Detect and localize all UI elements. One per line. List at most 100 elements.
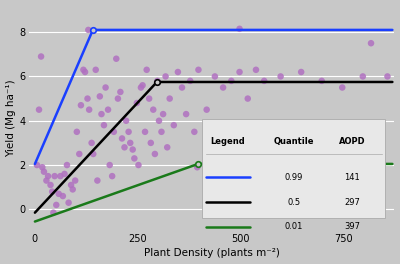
Point — [36, 107, 42, 112]
Point — [52, 174, 58, 178]
Point — [194, 165, 200, 169]
Point — [195, 68, 202, 72]
Point — [364, 161, 370, 165]
Point — [84, 96, 91, 101]
Point — [60, 194, 66, 198]
Text: Quantile: Quantile — [274, 137, 314, 146]
Text: 0.01: 0.01 — [285, 223, 303, 232]
Point — [144, 68, 150, 72]
Point — [56, 192, 62, 196]
Point — [134, 101, 140, 105]
Point — [138, 85, 144, 89]
Point — [135, 163, 142, 167]
Point — [61, 172, 68, 176]
Point — [66, 201, 72, 205]
Point — [368, 41, 374, 45]
Point — [90, 152, 96, 156]
Text: AOPD: AOPD — [339, 137, 366, 146]
Point — [85, 28, 92, 32]
Point — [121, 145, 128, 149]
Point — [154, 79, 160, 83]
Point — [187, 79, 194, 83]
Point — [204, 107, 210, 112]
Point — [78, 103, 84, 107]
Point — [47, 183, 54, 187]
Point — [101, 123, 107, 127]
Point — [76, 152, 82, 156]
Point — [106, 163, 113, 167]
Point — [220, 85, 226, 89]
Point — [98, 112, 105, 116]
Point — [286, 161, 292, 165]
Point — [244, 96, 251, 101]
Point — [102, 85, 109, 89]
Text: Legend: Legend — [211, 137, 246, 146]
Point — [94, 178, 100, 183]
Point — [127, 141, 134, 145]
Point — [339, 85, 346, 89]
Text: 0.5: 0.5 — [287, 198, 300, 207]
Point — [139, 83, 146, 87]
Point — [74, 130, 80, 134]
Point — [166, 96, 173, 101]
Point — [117, 90, 124, 94]
Point — [158, 130, 165, 134]
Point — [175, 70, 181, 74]
Point — [148, 141, 154, 145]
Point — [214, 162, 221, 166]
Bar — [202, 119, 385, 218]
Y-axis label: Yield (Mg ha⁻¹): Yield (Mg ha⁻¹) — [6, 80, 16, 157]
Text: 297: 297 — [344, 198, 360, 207]
Point — [111, 130, 117, 134]
Point — [228, 79, 234, 83]
Point — [360, 74, 366, 79]
Point — [41, 169, 47, 174]
Point — [164, 145, 170, 149]
Point — [88, 141, 95, 145]
Point — [236, 70, 243, 74]
Point — [38, 54, 44, 59]
Point — [34, 163, 40, 167]
Point — [212, 74, 218, 79]
Point — [131, 156, 138, 161]
Point — [82, 70, 88, 74]
Point — [179, 85, 185, 89]
Point — [123, 119, 129, 123]
Point — [50, 211, 57, 215]
Point — [86, 107, 92, 112]
Point — [160, 112, 166, 116]
Point — [130, 147, 136, 152]
Point — [170, 123, 177, 127]
Point — [191, 130, 198, 134]
Point — [64, 163, 70, 167]
Point — [384, 74, 391, 79]
Point — [125, 130, 132, 134]
Point — [119, 136, 125, 140]
Point — [183, 112, 189, 116]
Point — [39, 165, 46, 169]
Point — [113, 56, 120, 61]
Point — [253, 68, 259, 72]
X-axis label: Plant Density (plants m⁻²): Plant Density (plants m⁻²) — [144, 248, 280, 258]
Point — [152, 152, 158, 156]
Point — [92, 68, 99, 72]
Point — [57, 174, 64, 178]
Point — [146, 96, 152, 101]
Point — [298, 70, 304, 74]
Point — [150, 107, 156, 112]
Point — [115, 96, 121, 101]
Point — [142, 130, 148, 134]
Point — [236, 27, 243, 31]
Point — [68, 183, 74, 187]
Point — [318, 79, 325, 83]
Point — [105, 107, 111, 112]
Point — [70, 187, 76, 191]
Point — [72, 178, 78, 183]
Point — [162, 74, 169, 79]
Point — [49, 190, 55, 194]
Point — [53, 203, 60, 207]
Point — [97, 94, 103, 98]
Point — [156, 119, 162, 123]
Text: 141: 141 — [344, 173, 360, 182]
Point — [80, 68, 86, 72]
